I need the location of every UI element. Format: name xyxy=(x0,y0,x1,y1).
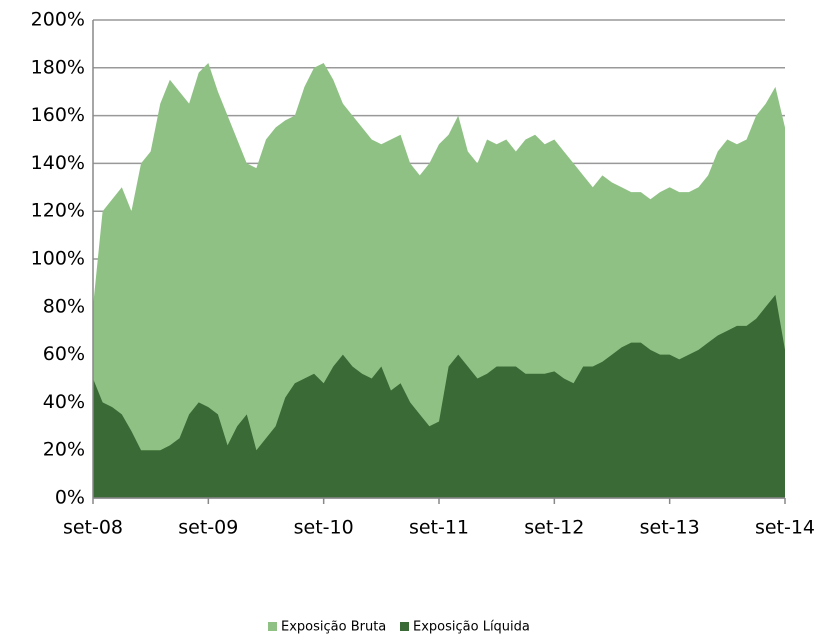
y-tick-label: 80% xyxy=(43,295,85,317)
y-tick-label: 120% xyxy=(31,200,85,222)
y-tick-label: 20% xyxy=(43,439,85,461)
x-tick-label: set-14 xyxy=(755,517,815,539)
x-tick-label: set-10 xyxy=(294,517,354,539)
legend-label: Exposição Bruta xyxy=(281,620,386,635)
y-tick-label: 60% xyxy=(43,343,85,365)
legend-label: Exposição Líquida xyxy=(413,620,530,635)
y-tick-label: 0% xyxy=(55,487,85,509)
x-tick-label: set-12 xyxy=(524,517,584,539)
y-tick-label: 40% xyxy=(43,391,85,413)
x-tick-label: set-13 xyxy=(640,517,700,539)
x-tick-label: set-11 xyxy=(409,517,469,539)
x-tick-label: set-09 xyxy=(178,517,238,539)
y-tick-label: 100% xyxy=(31,248,85,270)
y-tick-label: 160% xyxy=(31,104,85,126)
legend-swatch xyxy=(268,622,277,631)
x-tick-label: set-08 xyxy=(63,517,123,539)
y-tick-label: 140% xyxy=(31,152,85,174)
y-tick-label: 180% xyxy=(31,56,85,78)
legend-swatch xyxy=(400,622,409,631)
y-tick-label: 200% xyxy=(31,9,85,31)
area xyxy=(93,294,785,498)
